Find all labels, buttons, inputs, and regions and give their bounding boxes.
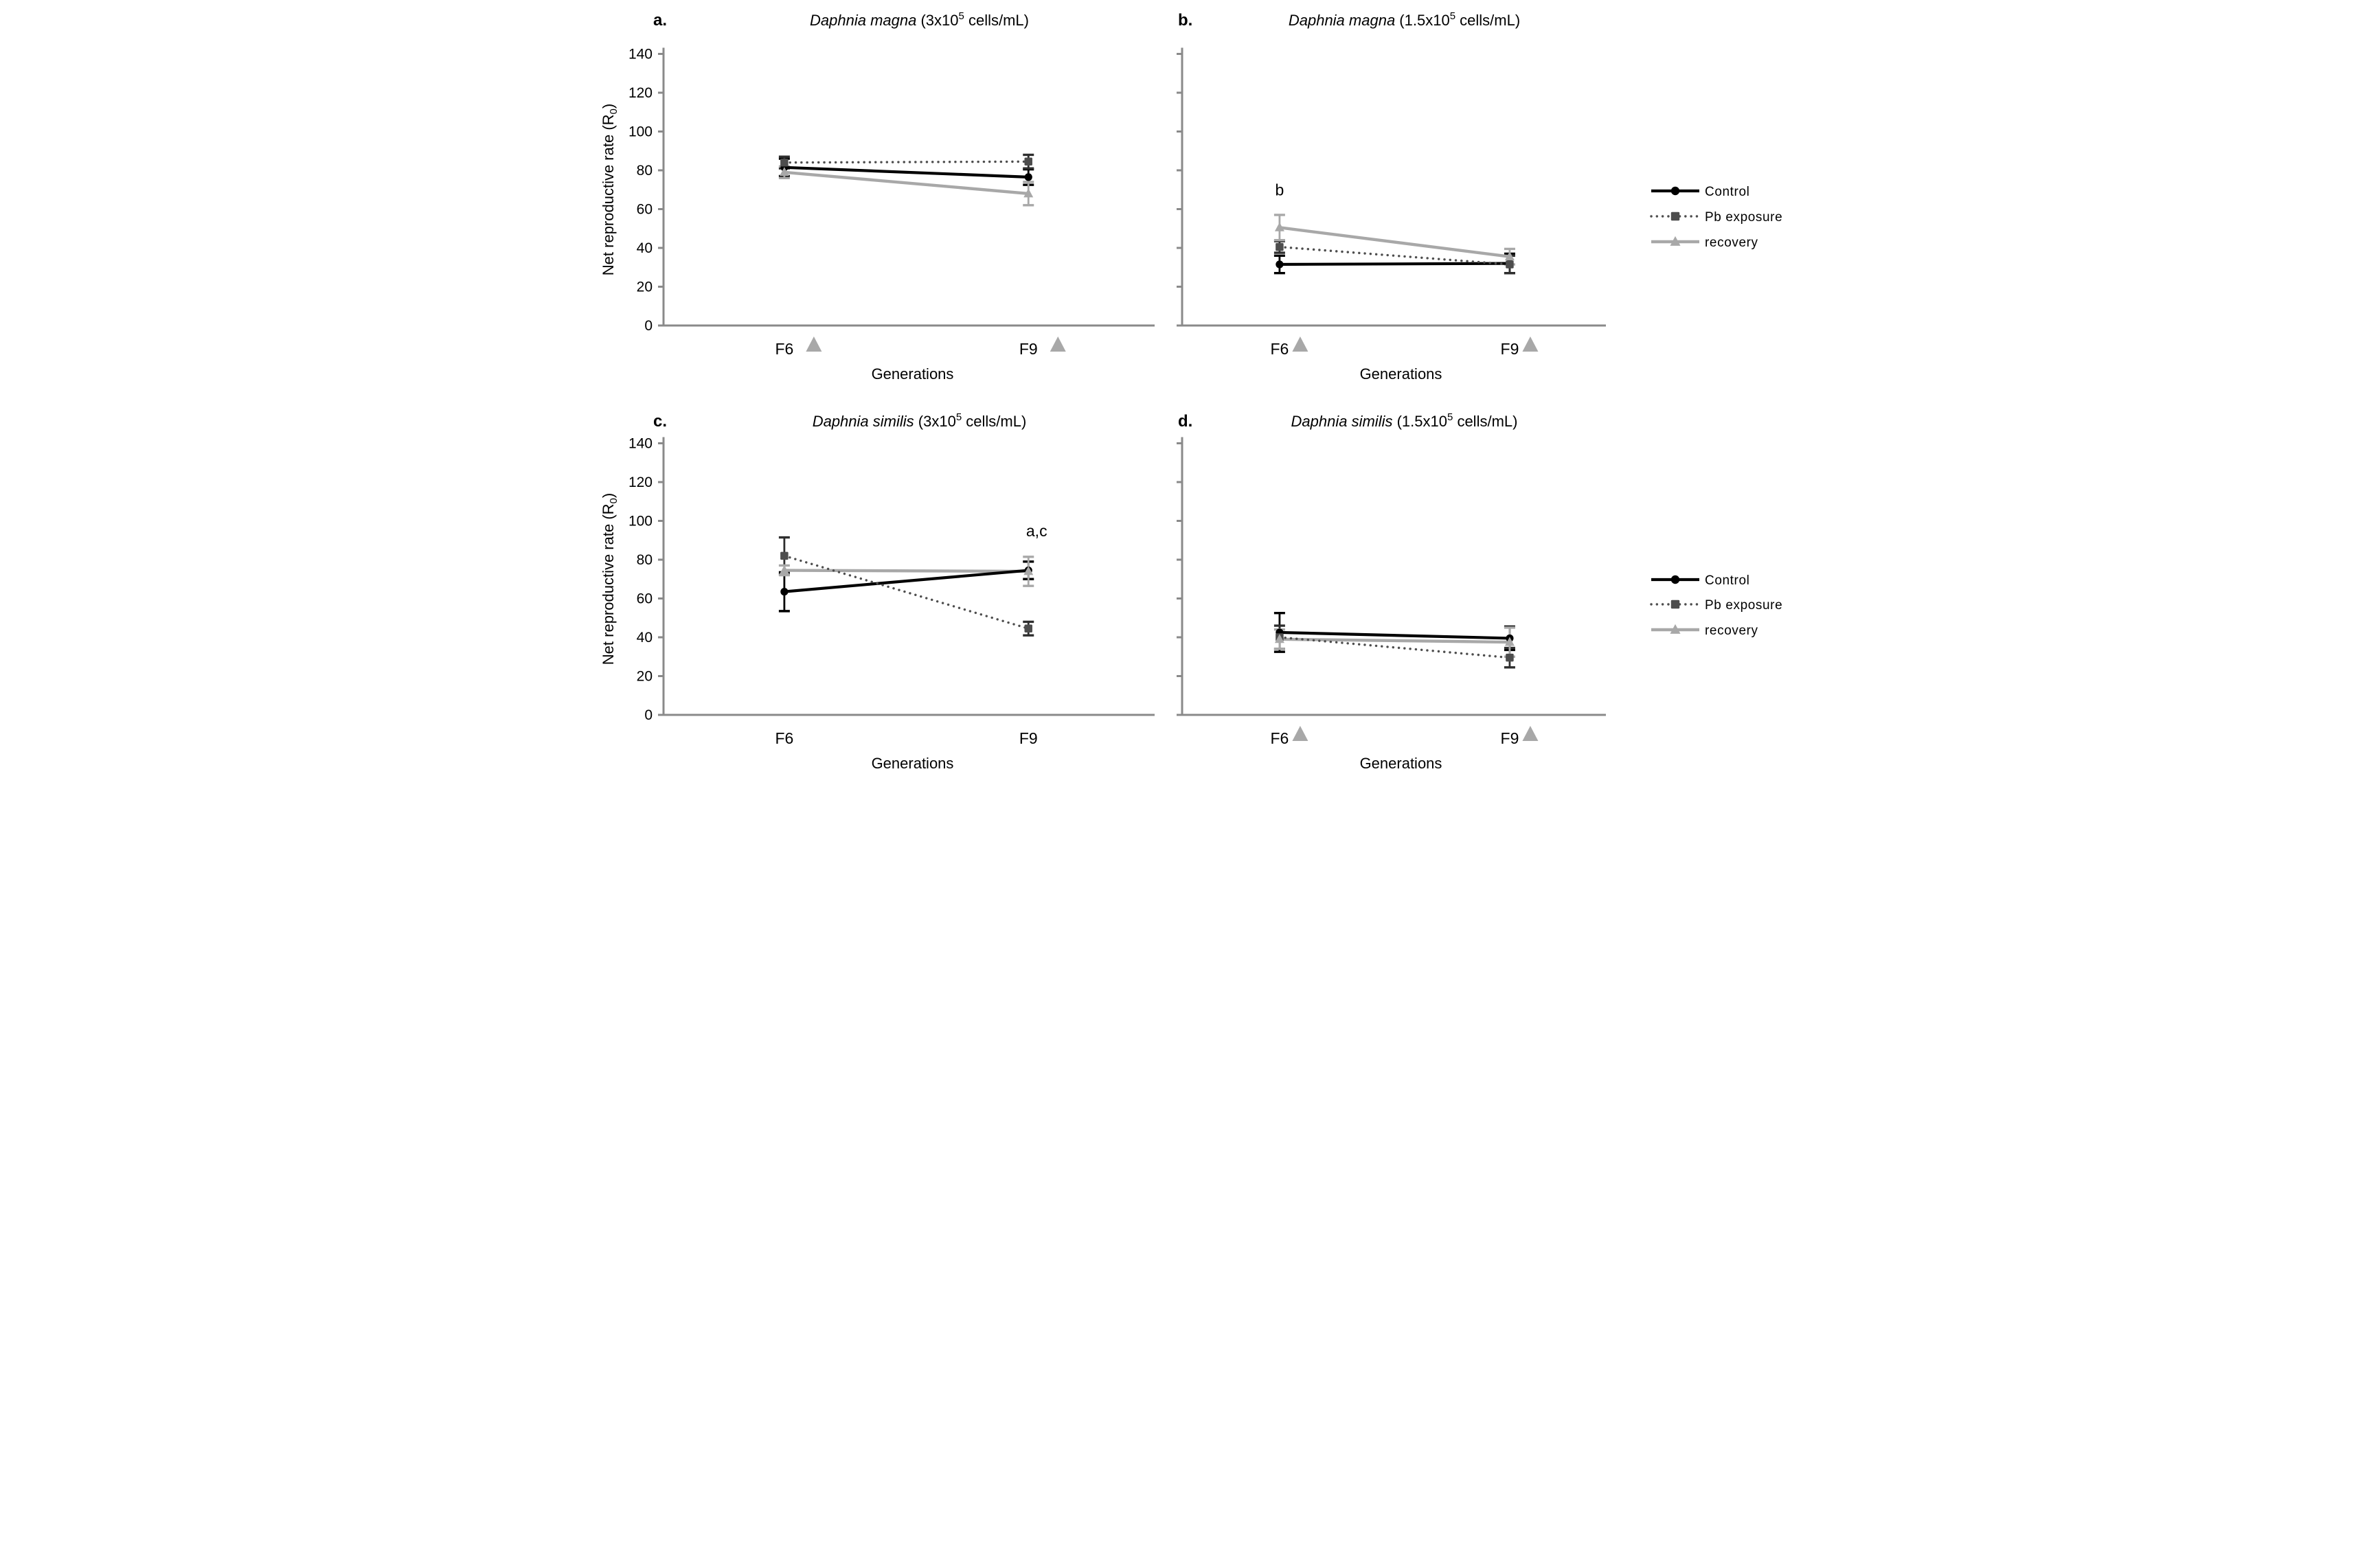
x-category-label-d-F9: F9 (1501, 729, 1519, 747)
x-axis-title-c: Generations (872, 755, 954, 772)
marker-c-control-F6 (780, 588, 789, 596)
series-line-d-recovery (1279, 637, 1510, 644)
marker-b-pb-exposure-F9 (1506, 260, 1514, 269)
marker-b-recovery-F6 (1274, 222, 1284, 231)
y-tick-label-a-120: 120 (628, 85, 653, 101)
panel-title-b: Daphnia magna (1.5x105 cells/mL) (1289, 10, 1520, 29)
series-line-a-control (784, 166, 1029, 179)
series-line-d-control (1279, 630, 1510, 640)
series-line-b-recovery (1279, 226, 1510, 258)
legend-item-pb_exposure: Pb exposure (1650, 210, 1782, 225)
marker-d-pb-exposure-F9 (1506, 653, 1514, 662)
panel-letter-b: b. (1178, 11, 1192, 30)
panel-title-d: Daphnia similis (1.5x105 cells/mL) (1291, 411, 1518, 430)
legend-circle-icon (1670, 186, 1680, 196)
marker-d-recovery-F9 (1504, 637, 1515, 646)
exposure-triangle-icon-b-F6 (1292, 336, 1308, 352)
x-category-label-c-F9: F9 (1019, 729, 1038, 747)
y-tick-label-a-0: 0 (644, 318, 653, 334)
y-tick-label-c-0: 0 (644, 707, 653, 723)
x-category-label-d-F6: F6 (1270, 729, 1289, 747)
marker-b-control-F6 (1276, 260, 1284, 269)
marker-a-pb-exposure-F9 (1024, 157, 1032, 166)
y-tick-label-a-80: 80 (637, 163, 653, 179)
panel-letter-c: c. (653, 412, 667, 431)
legend-row1: Control Pb exposure recovery (1650, 185, 1782, 250)
y-tick-label-c-100: 100 (628, 514, 653, 529)
marker-c-recovery-F6 (779, 564, 789, 574)
series-line-c-control (784, 569, 1029, 593)
y-tick-label-c-120: 120 (628, 475, 653, 490)
y-axis-title-row2: Net reproductive rate (R0) (600, 493, 620, 665)
legend-label-pb_exposure: Pb exposure (1705, 598, 1782, 613)
x-category-label-b-F9: F9 (1501, 340, 1519, 358)
x-category-label-a-F6: F6 (775, 340, 793, 358)
marker-c-pb-exposure-F9 (1024, 624, 1032, 633)
marker-b-recovery-F9 (1504, 251, 1515, 261)
x-category-label-c-F6: F6 (775, 729, 793, 747)
x-axis-title-d: Generations (1360, 755, 1442, 772)
panel-title-c: Daphnia similis (3x105 cells/mL) (813, 411, 1027, 430)
y-tick-label-a-60: 60 (637, 202, 653, 218)
annotation-c-ac: a,c (1026, 522, 1047, 540)
exposure-triangle-icon-b-F9 (1522, 336, 1539, 352)
x-axis-title-a: Generations (872, 365, 954, 383)
legend-square-icon (1670, 600, 1680, 609)
y-tick-label-a-140: 140 (628, 47, 653, 62)
figure-background (595, 0, 1785, 776)
panel-letter-a: a. (653, 11, 667, 30)
x-category-label-a-F9: F9 (1019, 340, 1038, 358)
legend-item-recovery: recovery (1651, 236, 1758, 250)
series-line-a-recovery (784, 170, 1029, 196)
marker-c-recovery-F9 (1023, 566, 1034, 575)
y-tick-label-c-20: 20 (637, 669, 653, 685)
marker-a-recovery-F9 (1023, 188, 1034, 198)
legend-label-recovery: recovery (1705, 236, 1758, 250)
panel-title-a: Daphnia magna (3x105 cells/mL) (810, 10, 1029, 29)
y-tick-label-c-140: 140 (628, 436, 653, 452)
legend-item-control: Control (1651, 573, 1749, 588)
y-tick-label-a-40: 40 (637, 240, 653, 256)
legend-label-control: Control (1705, 185, 1749, 199)
legend-label-recovery: recovery (1705, 624, 1758, 638)
panel-letter-d: d. (1178, 412, 1192, 431)
marker-a-recovery-F6 (779, 167, 789, 176)
legend-item-recovery: recovery (1651, 624, 1758, 638)
panel-b: F6 F9 Generations b. Daphnia magna (1.5x105 … (1177, 10, 1606, 383)
legend-item-control: Control (1651, 185, 1749, 199)
panel-d: F6 F9 Generations d. Daphnia similis (1.5x10… (1177, 411, 1606, 772)
x-axis-title-b: Generations (1360, 365, 1442, 383)
y-tick-label-c-40: 40 (637, 630, 653, 646)
legend-row2: Control Pb exposure recovery (1650, 573, 1782, 638)
y-tick-label-a-20: 20 (637, 279, 653, 295)
exposure-triangle-icon-d-F6 (1292, 726, 1308, 741)
y-axis-title-row1: Net reproductive rate (R0) (600, 104, 620, 275)
y-tick-label-c-60: 60 (637, 591, 653, 607)
marker-d-recovery-F6 (1274, 634, 1284, 643)
panel-a: 0 20 40 60 80 100 120 140 F6 F9 Generations a. Daphn… (628, 10, 1155, 383)
legend-triangle-icon (1670, 236, 1681, 246)
exposure-triangle-icon-d-F9 (1522, 726, 1539, 741)
marker-b-pb-exposure-F6 (1276, 242, 1284, 251)
legend-triangle-icon (1670, 624, 1681, 634)
y-tick-label-c-80: 80 (637, 552, 653, 568)
daphnia-reproduction-figure: 0 20 40 60 80 100 120 140 F6 F9 Generations a. Daphn… (595, 0, 1785, 776)
legend-circle-icon (1670, 575, 1680, 584)
legend-item-pb_exposure: Pb exposure (1650, 598, 1782, 613)
marker-a-pb-exposure-F6 (780, 158, 789, 167)
exposure-triangle-icon-a-F6 (806, 336, 822, 352)
marker-a-control-F9 (1024, 173, 1032, 181)
legend-label-control: Control (1705, 573, 1749, 588)
legend-label-pb_exposure: Pb exposure (1705, 210, 1782, 225)
x-category-label-b-F6: F6 (1270, 340, 1289, 358)
marker-c-pb-exposure-F6 (780, 551, 789, 560)
exposure-triangle-icon-a-F9 (1050, 336, 1066, 352)
panel-c: 0 20 40 60 80 100 120 140 F6 F9 Generations c. Daphn… (628, 411, 1155, 772)
legend-square-icon (1670, 212, 1680, 221)
y-tick-label-a-100: 100 (628, 124, 653, 140)
annotation-b-b: b (1276, 181, 1284, 199)
figure-svg: 0 20 40 60 80 100 120 140 F6 F9 Generations a. Daphn… (595, 0, 1785, 776)
series-line-a-pb-exposure (783, 160, 1030, 164)
